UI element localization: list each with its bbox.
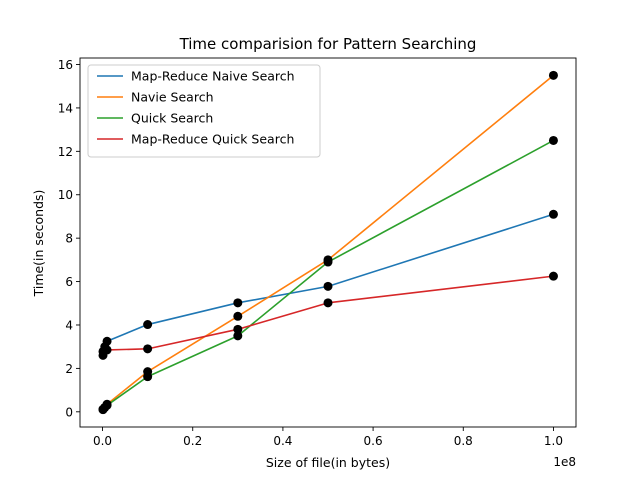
x-tick-label: 0.0 (93, 434, 112, 448)
data-point-3-4 (233, 324, 243, 334)
y-tick-label: 2 (65, 362, 73, 376)
data-point-3-5 (323, 298, 333, 308)
y-tick-label: 12 (58, 145, 73, 159)
chart-title: Time comparision for Pattern Searching (179, 35, 477, 53)
axes-frame (79, 57, 577, 428)
y-tick-label: 6 (65, 275, 73, 289)
x-axis-offset-label: 1e8 (553, 455, 576, 469)
data-point-0-4 (233, 298, 243, 308)
y-tick-label: 0 (65, 405, 73, 419)
data-point-1-6 (548, 70, 558, 80)
legend-box (87, 64, 321, 158)
y-tick-label: 4 (65, 318, 73, 332)
y-axis-ticks: 0 2 4 6 8 10 12 14 16 (58, 58, 80, 419)
y-axis-label: Time(in seconds) (31, 190, 46, 298)
plot-area (79, 57, 577, 428)
y-tick-label: 10 (58, 188, 73, 202)
x-tick-label: 0.6 (364, 434, 383, 448)
x-tick-label: 0.4 (273, 434, 292, 448)
legend-label-2: Quick Search (131, 111, 213, 126)
data-point-3-6 (548, 271, 558, 281)
data-point-0-2 (102, 336, 112, 346)
data-point-0-5 (323, 281, 333, 291)
x-tick-label: 0.2 (183, 434, 202, 448)
data-point-2-6 (548, 135, 558, 145)
data-point-3-2 (102, 345, 112, 355)
x-axis-ticks: 0.0 0.2 0.4 0.6 0.8 1.0 (93, 427, 563, 448)
x-tick-label: 0.8 (454, 434, 473, 448)
legend-label-1: Navie Search (131, 90, 214, 105)
legend-label-3: Map-Reduce Quick Search (131, 132, 294, 147)
data-point-0-6 (548, 209, 558, 219)
legend-label-0: Map-Reduce Naive Search (131, 69, 295, 84)
data-point-0-3 (143, 320, 153, 330)
x-axis-label: Size of file(in bytes) (266, 455, 390, 470)
data-point-2-5 (323, 257, 333, 267)
y-tick-label: 8 (65, 232, 73, 246)
data-point-3-3 (143, 344, 153, 354)
y-tick-label: 14 (58, 101, 73, 115)
data-point-2-4 (233, 331, 243, 341)
y-tick-label: 16 (58, 58, 73, 72)
data-point-2-2 (102, 400, 112, 410)
data-point-2-3 (143, 372, 153, 382)
data-point-1-4 (233, 311, 243, 321)
x-tick-label: 1.0 (544, 434, 563, 448)
legend: Map-Reduce Naive Search Navie Search Quick… (87, 64, 321, 158)
